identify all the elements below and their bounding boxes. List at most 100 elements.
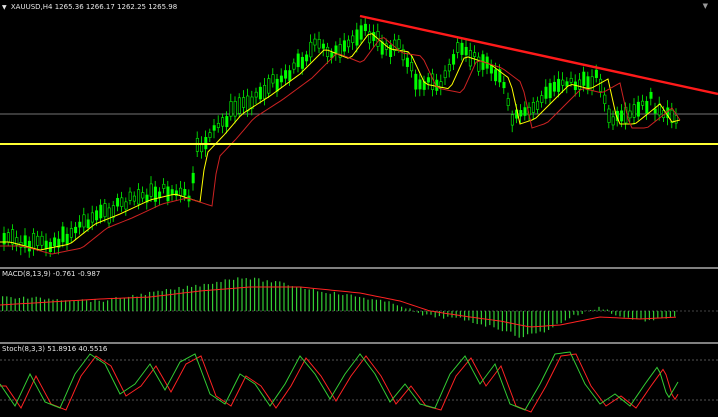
macd-bar bbox=[325, 293, 327, 311]
macd-bar bbox=[279, 281, 281, 311]
candle-body bbox=[296, 53, 300, 68]
macd-bar bbox=[644, 311, 646, 322]
candle-body bbox=[23, 235, 27, 249]
candle-body bbox=[355, 29, 359, 46]
macd-bar bbox=[241, 278, 243, 311]
pane-separator[interactable] bbox=[0, 267, 718, 269]
macd-bar bbox=[573, 311, 575, 315]
macd-bar bbox=[459, 311, 461, 318]
candle-body bbox=[191, 172, 195, 184]
macd-bar bbox=[144, 295, 146, 311]
price-chart-svg bbox=[0, 14, 718, 258]
macd-bar bbox=[111, 297, 113, 311]
macd-bar bbox=[661, 311, 663, 318]
candle-body bbox=[636, 101, 640, 117]
macd-bar bbox=[77, 300, 79, 311]
candle-body bbox=[460, 42, 464, 55]
candle-body bbox=[275, 78, 279, 92]
candle-body bbox=[258, 86, 262, 100]
macd-bar bbox=[342, 295, 344, 311]
macd-bar bbox=[556, 311, 558, 324]
macd-bar bbox=[56, 299, 58, 311]
macd-bar bbox=[65, 300, 67, 311]
macd-bar bbox=[430, 311, 432, 315]
macd-bar bbox=[409, 308, 411, 311]
candle-body bbox=[120, 197, 124, 207]
macd-bar bbox=[417, 311, 419, 313]
candle-body bbox=[137, 189, 141, 205]
macd-bar bbox=[632, 311, 634, 320]
macd-bar bbox=[149, 291, 151, 311]
candle-body bbox=[359, 25, 363, 40]
candle-body bbox=[242, 97, 246, 108]
macd-bar bbox=[6, 296, 8, 311]
triangle-down-icon[interactable]: ▼ bbox=[702, 2, 708, 10]
macd-bar bbox=[312, 288, 314, 311]
macd-bar bbox=[413, 311, 415, 312]
macd-bar bbox=[94, 299, 96, 311]
candle-body bbox=[510, 114, 514, 126]
candle-body bbox=[300, 56, 304, 69]
candle-body bbox=[212, 125, 216, 131]
macd-bar bbox=[212, 283, 214, 311]
pane-separator[interactable] bbox=[0, 342, 718, 344]
macd-bar bbox=[220, 281, 222, 311]
macd-bar bbox=[657, 311, 659, 318]
candle-body bbox=[347, 39, 351, 48]
candle-body bbox=[363, 23, 367, 31]
candle-body bbox=[216, 122, 220, 128]
macd-bar bbox=[35, 296, 37, 311]
candle-body bbox=[645, 100, 649, 114]
macd-bar bbox=[493, 311, 495, 328]
macd-bar bbox=[480, 311, 482, 325]
macd-label: MACD(8,13,9) -0.761 -0.987 bbox=[2, 270, 101, 278]
macd-bar bbox=[60, 300, 62, 311]
macd-bar bbox=[161, 291, 163, 311]
macd-bar bbox=[174, 289, 176, 311]
macd-bar bbox=[2, 296, 4, 311]
candle-body bbox=[544, 86, 548, 99]
macd-bar bbox=[338, 294, 340, 311]
candle-body bbox=[628, 110, 632, 119]
candle-body bbox=[473, 52, 477, 57]
macd-bar bbox=[552, 311, 554, 328]
macd-bar bbox=[564, 311, 566, 321]
candle-body bbox=[326, 46, 330, 58]
candle-body bbox=[32, 233, 36, 249]
candle-body bbox=[15, 237, 19, 246]
macd-bar bbox=[426, 311, 428, 315]
macd-bar bbox=[535, 311, 537, 334]
macd-bar bbox=[375, 299, 377, 311]
candle-body bbox=[107, 207, 111, 224]
macd-pane[interactable]: MACD(8,13,9) -0.761 -0.987 bbox=[0, 269, 718, 343]
macd-bar bbox=[304, 289, 306, 311]
macd-bar bbox=[291, 286, 293, 311]
macd-bar bbox=[262, 281, 264, 311]
macd-bar bbox=[615, 311, 617, 316]
candle-body bbox=[309, 41, 313, 58]
macd-bar bbox=[18, 297, 20, 311]
candle-body bbox=[36, 235, 40, 246]
macd-bar bbox=[548, 311, 550, 330]
macd-bar bbox=[619, 311, 621, 317]
macd-bar bbox=[186, 285, 188, 311]
triangle-down-icon[interactable]: ▼ bbox=[2, 4, 7, 11]
price-chart-pane[interactable]: ▼ XAUUSD,H4 1265.36 1266.17 1262.25 1265… bbox=[0, 0, 718, 268]
candle-body bbox=[271, 74, 275, 84]
macd-bar bbox=[39, 297, 41, 311]
candle-body bbox=[170, 189, 174, 195]
macd-bar bbox=[69, 300, 71, 311]
symbol-label: XAUUSD,H4 bbox=[10, 3, 53, 11]
macd-bar bbox=[590, 309, 592, 311]
macd-bar bbox=[228, 279, 230, 311]
macd-bar bbox=[182, 288, 184, 311]
candle-body bbox=[57, 238, 61, 248]
candle-body bbox=[90, 212, 94, 223]
macd-bar bbox=[308, 289, 310, 311]
candle-body bbox=[506, 98, 510, 106]
macd-bar bbox=[136, 296, 138, 311]
macd-bar bbox=[44, 299, 46, 311]
stochastic-pane[interactable]: Stoch(8,3,3) 51.8916 40.5516 bbox=[0, 344, 718, 417]
candle-body bbox=[557, 78, 561, 92]
stoch-main-line bbox=[0, 351, 679, 411]
